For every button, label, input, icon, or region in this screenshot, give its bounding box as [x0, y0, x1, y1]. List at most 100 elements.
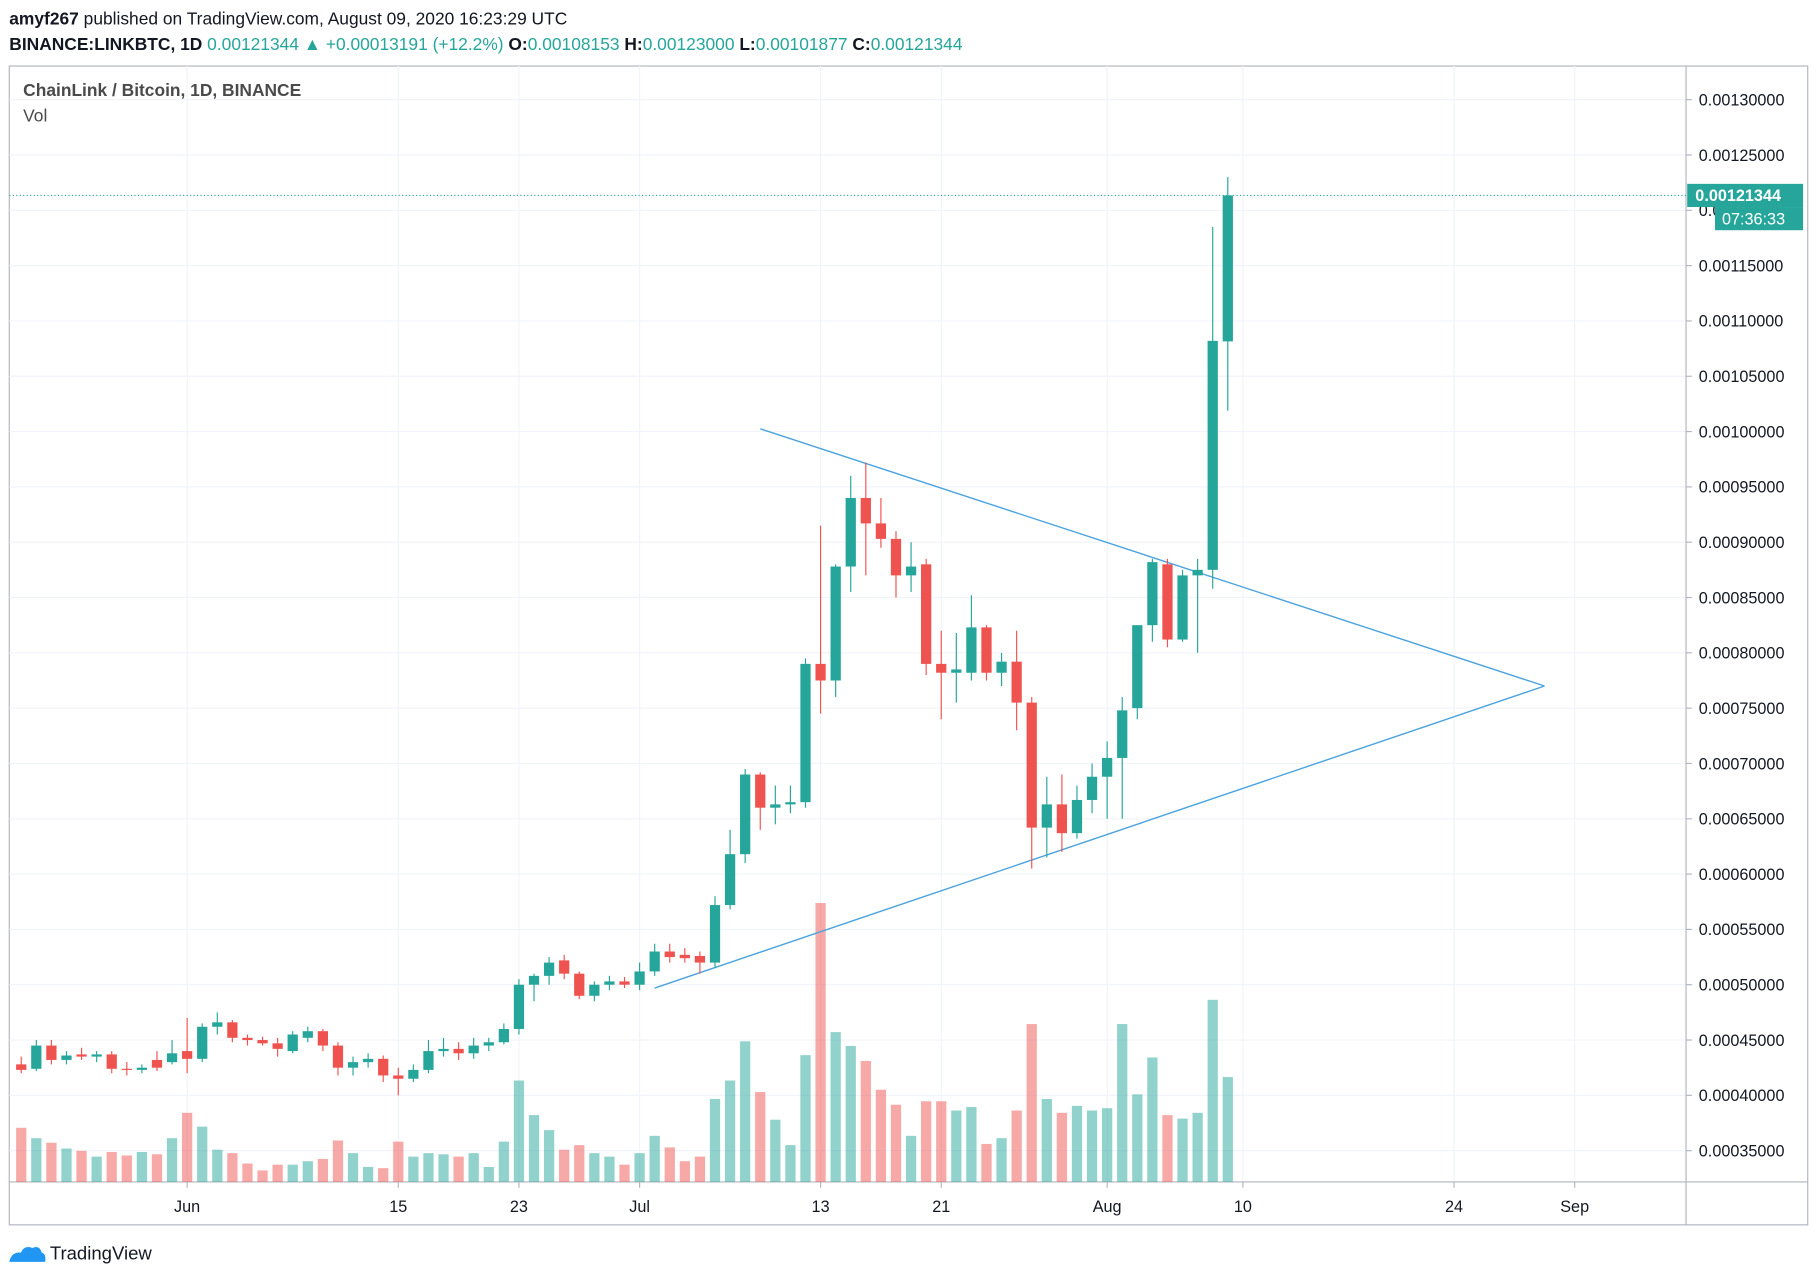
volume-bar — [649, 1135, 660, 1182]
candle-body — [498, 1028, 509, 1043]
tradingview-logo — [9, 1246, 46, 1262]
volume-bar — [966, 1107, 977, 1182]
candle-body — [619, 981, 630, 985]
candle-body — [694, 955, 706, 963]
volume-bar — [408, 1156, 419, 1182]
volume-bar — [453, 1156, 464, 1182]
candle-body — [1207, 340, 1218, 570]
candle-body — [1222, 195, 1233, 342]
volume-bar — [634, 1153, 645, 1182]
candle-body — [543, 962, 555, 976]
y-tick-label: 0.00040000 — [1699, 1087, 1785, 1105]
candle-body — [528, 975, 540, 985]
candle-body — [966, 627, 977, 673]
volume-bar — [31, 1138, 42, 1182]
candle-body — [121, 1068, 132, 1070]
candle-body — [755, 774, 766, 808]
volume-bar — [182, 1112, 193, 1182]
candle-body — [227, 1022, 238, 1038]
volume-bar — [1162, 1115, 1173, 1182]
candle-body — [347, 1062, 359, 1068]
candle-body — [393, 1075, 404, 1079]
volume-bar — [121, 1155, 132, 1182]
y-tick-label: 0.00115000 — [1699, 257, 1783, 275]
volume-bar — [604, 1156, 615, 1182]
x-tick-label: Aug — [1093, 1198, 1122, 1216]
y-tick-label: 0.00100000 — [1699, 423, 1785, 441]
published: published on TradingView.com, August 09,… — [84, 8, 568, 28]
volume-bar — [1117, 1024, 1128, 1182]
volume-bar — [800, 1055, 811, 1182]
volume-bar — [574, 1145, 585, 1182]
candle-body — [182, 1051, 193, 1059]
candle-body — [332, 1045, 344, 1068]
volume-bar — [287, 1164, 298, 1182]
candle-body — [951, 669, 962, 673]
volume-bar — [347, 1153, 359, 1182]
y-tick-label: 0.00075000 — [1699, 700, 1785, 718]
candle-body — [1162, 564, 1173, 640]
volume-bar — [1086, 1110, 1098, 1182]
y-tick-label: 0.00070000 — [1699, 755, 1785, 773]
candle-body — [830, 566, 841, 681]
price-label-box — [1687, 183, 1804, 208]
ohlc-value: 0.00108153 — [528, 34, 620, 54]
volume-bar — [332, 1140, 344, 1182]
y-tick-label: 0.00080000 — [1699, 645, 1785, 663]
y-tick-label: 0.00085000 — [1699, 589, 1785, 607]
volume-bar — [393, 1141, 404, 1182]
candle-body — [257, 1040, 268, 1044]
volume-bar — [815, 902, 826, 1182]
candle-body — [664, 951, 675, 958]
countdown-box — [1715, 207, 1804, 231]
ohlc-label: O: — [508, 34, 527, 54]
volume-bar — [1207, 999, 1218, 1182]
candle-body — [1071, 799, 1083, 834]
change: +0.00013191 (+12.2%) — [326, 34, 504, 54]
volume-bar — [16, 1127, 27, 1182]
candle-body — [1056, 804, 1068, 834]
volume-bar — [1056, 1112, 1068, 1182]
x-tick-label: 15 — [389, 1198, 407, 1216]
volume-bar — [709, 1098, 721, 1182]
volume-bar — [212, 1149, 223, 1182]
legend-volume: Vol — [23, 106, 47, 126]
y-tick-label: 0.00090000 — [1699, 534, 1785, 552]
trendline — [760, 428, 1545, 687]
candle-body — [740, 774, 751, 855]
volume-bar — [272, 1164, 283, 1182]
volume-bar — [679, 1161, 690, 1182]
candle-body — [905, 566, 917, 576]
volume-bar — [875, 1089, 887, 1182]
candle-body — [1192, 569, 1203, 576]
countdown: 07:36:33 — [1722, 210, 1785, 228]
volume-bar — [136, 1151, 148, 1182]
candle-body — [468, 1045, 479, 1054]
volume-bar — [996, 1138, 1007, 1182]
candle-body — [423, 1051, 434, 1070]
candle-body — [1132, 625, 1143, 709]
volume-bar — [257, 1170, 268, 1182]
volume-bar — [890, 1104, 902, 1182]
candle-body — [302, 1031, 313, 1038]
volume-bar — [106, 1151, 117, 1182]
volume-bar — [423, 1153, 434, 1182]
candle-body — [634, 971, 645, 985]
candle-body — [815, 663, 826, 681]
candle-body — [890, 538, 902, 576]
y-tick-label: 0.00110000 — [1699, 313, 1783, 331]
volume-bar — [905, 1135, 917, 1182]
logo-icon — [9, 1246, 46, 1262]
candle-body — [16, 1064, 27, 1070]
volume-bar — [1177, 1118, 1188, 1182]
chart-frame — [8, 65, 1809, 1226]
x-tick-label: 13 — [812, 1198, 830, 1216]
candle-body — [785, 802, 796, 805]
candle-body — [845, 497, 856, 567]
candle-body — [936, 663, 947, 673]
candle-body — [770, 804, 781, 808]
volume-bar — [166, 1138, 178, 1182]
y-tick-label: 0.00060000 — [1699, 866, 1785, 884]
legend-title: ChainLink / Bitcoin, 1D, BINANCE — [23, 80, 301, 100]
